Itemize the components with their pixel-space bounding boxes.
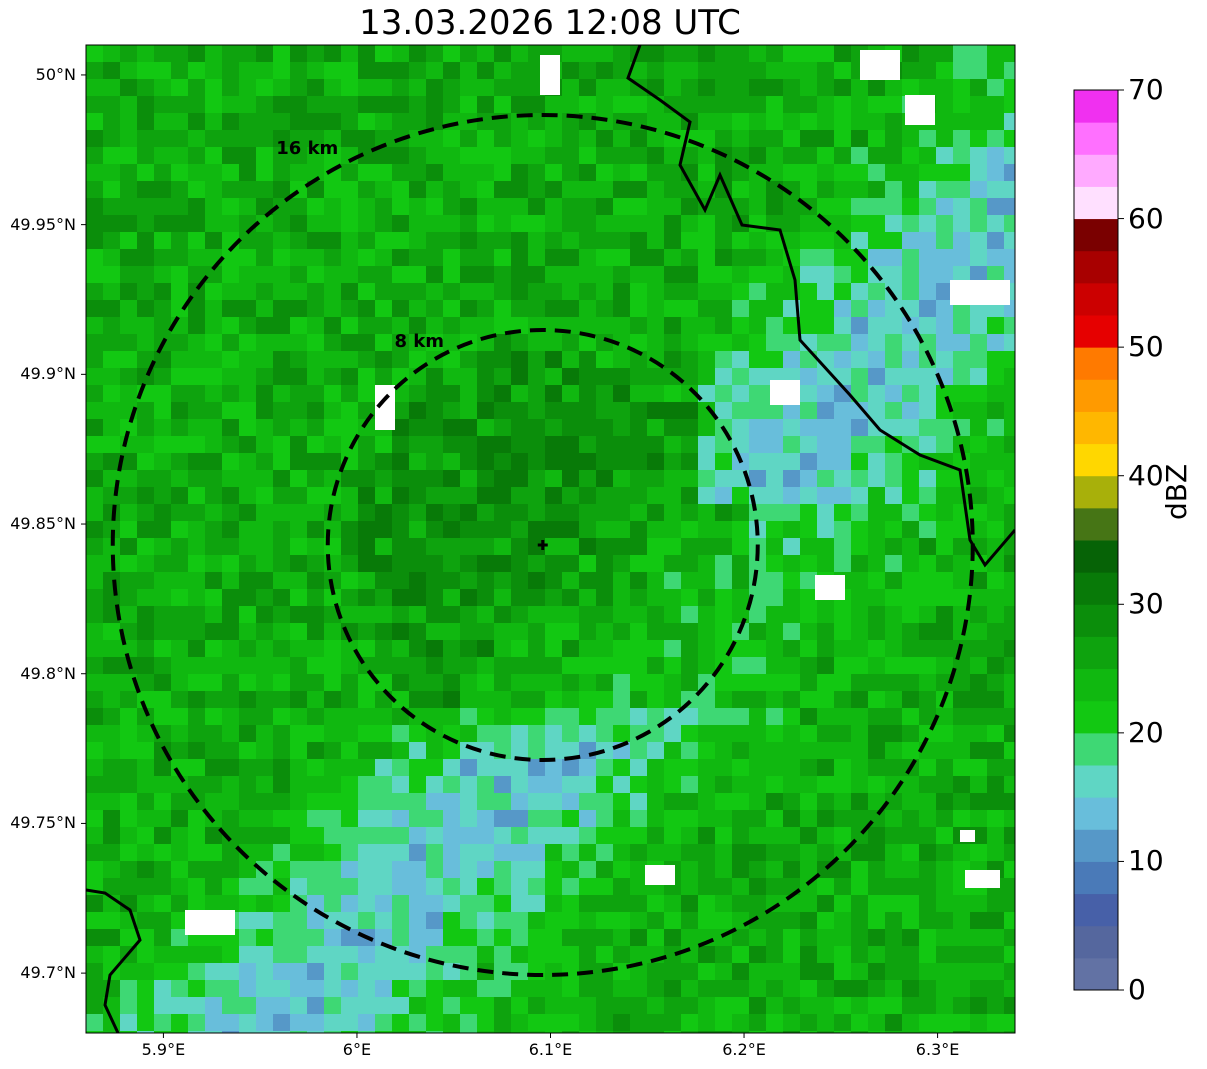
colorbar-swatch	[1074, 282, 1118, 316]
colorbar-swatch	[1074, 668, 1118, 702]
colorbar-swatch	[1074, 90, 1118, 123]
colorbar-swatch	[1074, 347, 1118, 380]
y-tick-label: 50°N	[35, 64, 76, 84]
colorbar-swatch	[1074, 186, 1118, 220]
colorbar-tick-label: 20	[1128, 715, 1164, 749]
colorbar-swatch	[1074, 700, 1118, 734]
colorbar-swatch	[1074, 957, 1118, 991]
colorbar-swatch	[1074, 925, 1118, 959]
y-tick-label: 49.75°N	[10, 813, 76, 833]
range-ring-16km	[110, 112, 975, 977]
colorbar-tick-label: 10	[1128, 844, 1164, 878]
colorbar-tick-label: 60	[1128, 201, 1164, 235]
colorbar-frame	[1073, 89, 1119, 991]
colorbar-swatch	[1074, 379, 1118, 412]
range-ring-label: 16 km	[276, 137, 339, 159]
y-tick-label: 49.8°N	[20, 663, 76, 683]
no-data-patch	[815, 575, 845, 600]
y-tick-label: 49.85°N	[10, 514, 76, 534]
x-tick-label: 6°E	[342, 1040, 372, 1059]
colorbar-tick-label: 40	[1128, 458, 1164, 492]
country-border	[626, 45, 1015, 568]
y-tick-label: 49.7°N	[20, 963, 76, 983]
colorbar-swatch	[1074, 122, 1118, 155]
radar-center-marker	[537, 539, 548, 550]
x-tick-label: 6.2°E	[722, 1040, 766, 1059]
no-data-patch	[960, 830, 975, 842]
colorbar-swatch	[1074, 572, 1118, 605]
y-tick-label: 49.9°N	[20, 364, 76, 384]
colorbar-swatch	[1074, 893, 1118, 927]
colorbar-tick-label: 0	[1128, 973, 1146, 1006]
no-data-patch	[375, 385, 395, 430]
colorbar-label: dBZ	[1160, 463, 1193, 520]
colorbar-tick-label: 70	[1128, 73, 1164, 106]
colorbar-swatch	[1074, 732, 1118, 766]
colorbar-swatch	[1074, 443, 1118, 477]
colorbar-swatch	[1074, 636, 1118, 670]
no-data-patch	[185, 910, 235, 935]
no-data-patch	[770, 380, 800, 405]
x-tick-label: 6.3°E	[915, 1040, 960, 1059]
colorbar-swatch	[1074, 411, 1118, 445]
colorbar-tick-label: 50	[1128, 330, 1164, 364]
colorbar-swatch	[1074, 604, 1118, 637]
no-data-patch	[950, 280, 1010, 305]
range-ring-label: 8 km	[394, 331, 445, 353]
no-data-patch	[540, 55, 560, 95]
colorbar-swatch	[1074, 250, 1118, 284]
country-border	[86, 888, 142, 1033]
colorbar	[1073, 89, 1124, 991]
colorbar-swatch	[1074, 507, 1118, 541]
colorbar-swatch	[1074, 315, 1118, 348]
colorbar-swatch	[1074, 154, 1118, 187]
colorbar-swatch	[1074, 475, 1118, 509]
no-data-patch	[645, 865, 675, 885]
colorbar-swatch	[1074, 861, 1118, 895]
colorbar-swatch	[1074, 765, 1118, 798]
colorbar-swatch	[1074, 218, 1118, 252]
x-tick-label: 6.1°E	[528, 1040, 573, 1059]
colorbar-swatch	[1074, 540, 1118, 573]
no-data-patch	[965, 870, 1000, 888]
x-tick-label: 5.9°E	[141, 1040, 186, 1059]
colorbar-tick-label: 30	[1128, 587, 1164, 621]
no-data-patch	[905, 95, 935, 125]
y-tick-label: 49.95°N	[10, 214, 76, 234]
range-ring-8km	[325, 327, 760, 762]
chart-title: 13.03.2026 12:08 UTC	[359, 3, 741, 43]
no-data-patch	[860, 50, 900, 80]
colorbar-swatch	[1074, 829, 1118, 862]
colorbar-swatch	[1074, 797, 1118, 830]
